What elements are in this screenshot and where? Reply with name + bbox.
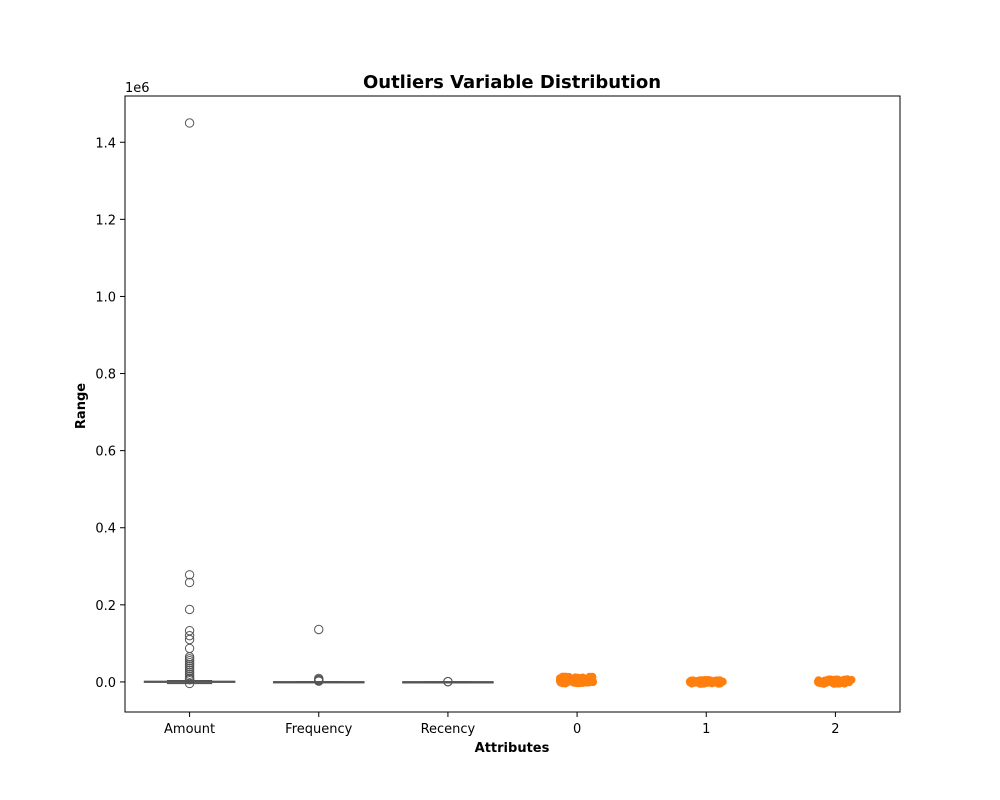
y-tick-label: 0.8 <box>95 368 116 383</box>
strip-point <box>583 678 592 687</box>
outlier-point <box>184 678 195 689</box>
outlier-point <box>184 570 195 580</box>
x-tick-label: 2 <box>831 722 839 737</box>
y-offset-label: 1e6 <box>125 81 150 96</box>
strip-point <box>840 679 849 688</box>
strip-point <box>696 678 705 687</box>
strip-point <box>828 676 837 685</box>
strip-point <box>689 677 698 686</box>
y-tick-label: 0.4 <box>95 522 116 537</box>
y-tick-label: 1.4 <box>95 136 116 151</box>
outlier-point <box>314 624 324 635</box>
chart-title: Outliers Variable Distribution <box>363 72 661 93</box>
x-tick-label: Recency <box>421 722 476 737</box>
outlier-point <box>184 118 195 128</box>
outlier-point <box>184 604 195 615</box>
x-tick-label: Amount <box>164 722 215 737</box>
y-tick-label: 0.2 <box>95 599 116 614</box>
y-tick-label: 0.0 <box>95 676 116 691</box>
x-tick-label: Frequency <box>285 722 352 737</box>
x-axis-label: Attributes <box>475 741 550 756</box>
outlier-point <box>184 674 195 685</box>
x-tick-label: 1 <box>702 722 710 737</box>
strip-point <box>555 674 564 683</box>
y-tick-label: 0.6 <box>95 445 116 460</box>
y-axis-label: Range <box>74 383 89 429</box>
y-tick-label: 1.0 <box>95 290 116 305</box>
plot-area: 0.0 0.2 0.4 0.6 0.8 1.0 1.2 1.4 Amount Frequency R… <box>95 95 901 737</box>
strip-point <box>718 677 727 686</box>
outlier-point <box>443 677 453 687</box>
strip-point <box>572 676 581 685</box>
strip-point <box>561 679 570 688</box>
plot-frame <box>124 95 901 713</box>
outlier-point <box>314 676 324 686</box>
strip-point <box>705 676 714 685</box>
strip-point <box>814 676 823 685</box>
outlier-point <box>184 630 195 641</box>
outlier-point <box>184 577 195 588</box>
strip-point <box>712 677 721 686</box>
x-tick-label: 0 <box>573 722 581 737</box>
y-tick-label: 1.2 <box>95 213 116 228</box>
